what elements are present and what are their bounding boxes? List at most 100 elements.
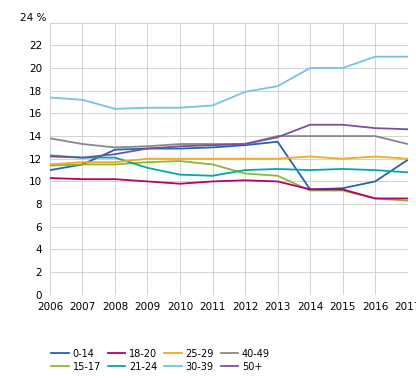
Line: 0-14: 0-14 [50, 142, 408, 189]
25-29 [112, 160, 117, 164]
25-29 [145, 156, 150, 161]
21-24 [373, 168, 378, 172]
40-49 [210, 142, 215, 146]
50+ [405, 127, 410, 132]
18-20 [243, 178, 248, 183]
15-17 [47, 163, 52, 168]
50+ [307, 122, 312, 127]
40-49 [47, 136, 52, 141]
50+ [112, 152, 117, 156]
30-39 [307, 66, 312, 70]
18-20 [145, 179, 150, 184]
25-29 [405, 156, 410, 161]
0-14 [80, 162, 85, 167]
Line: 50+: 50+ [50, 125, 408, 158]
25-29 [178, 156, 183, 161]
0-14 [405, 158, 410, 162]
50+ [47, 154, 52, 159]
15-17 [80, 162, 85, 167]
30-39 [340, 66, 345, 70]
15-17 [373, 196, 378, 201]
50+ [373, 126, 378, 130]
40-49 [307, 134, 312, 138]
40-49 [145, 144, 150, 149]
50+ [80, 155, 85, 160]
21-24 [210, 174, 215, 178]
0-14 [47, 168, 52, 172]
15-17 [307, 188, 312, 193]
15-17 [210, 162, 215, 167]
30-39 [178, 105, 183, 110]
30-39 [112, 107, 117, 111]
18-20 [307, 187, 312, 192]
0-14 [307, 187, 312, 192]
15-17 [340, 188, 345, 193]
Line: 18-20: 18-20 [50, 178, 408, 198]
25-29 [47, 162, 52, 167]
18-20 [340, 187, 345, 192]
40-49 [373, 134, 378, 138]
30-39 [145, 105, 150, 110]
40-49 [275, 134, 280, 138]
21-24 [80, 155, 85, 160]
0-14 [243, 143, 248, 147]
30-39 [405, 54, 410, 59]
21-24 [307, 168, 312, 172]
30-39 [47, 95, 52, 100]
30-39 [275, 84, 280, 88]
21-24 [112, 155, 117, 160]
Line: 21-24: 21-24 [50, 155, 408, 176]
50+ [243, 142, 248, 146]
25-29 [243, 156, 248, 161]
21-24 [47, 153, 52, 158]
0-14 [340, 186, 345, 191]
0-14 [112, 147, 117, 152]
21-24 [178, 172, 183, 177]
15-17 [405, 198, 410, 203]
Line: 15-17: 15-17 [50, 161, 408, 201]
Line: 40-49: 40-49 [50, 136, 408, 147]
30-39 [243, 90, 248, 94]
50+ [340, 122, 345, 127]
40-49 [178, 142, 183, 146]
0-14 [145, 146, 150, 151]
21-24 [145, 166, 150, 170]
30-39 [80, 98, 85, 102]
25-29 [210, 156, 215, 161]
15-17 [112, 162, 117, 167]
21-24 [405, 170, 410, 175]
40-49 [243, 142, 248, 146]
30-39 [210, 103, 215, 108]
Legend: 0-14, 15-17, 18-20, 21-24, 25-29, 30-39, 40-49, 50+: 0-14, 15-17, 18-20, 21-24, 25-29, 30-39,… [51, 349, 270, 372]
25-29 [307, 154, 312, 159]
0-14 [210, 145, 215, 150]
50+ [178, 144, 183, 149]
21-24 [275, 167, 280, 171]
0-14 [373, 179, 378, 184]
50+ [210, 143, 215, 147]
0-14 [178, 146, 183, 151]
18-20 [373, 196, 378, 201]
0-14 [275, 139, 280, 144]
40-49 [80, 142, 85, 146]
18-20 [80, 177, 85, 181]
40-49 [405, 142, 410, 146]
25-29 [80, 160, 85, 164]
Line: 30-39: 30-39 [50, 57, 408, 109]
21-24 [340, 167, 345, 171]
15-17 [275, 174, 280, 178]
21-24 [243, 168, 248, 172]
Text: 24 %: 24 % [20, 13, 46, 23]
15-17 [145, 160, 150, 164]
18-20 [112, 177, 117, 181]
50+ [145, 146, 150, 151]
Line: 25-29: 25-29 [50, 156, 408, 164]
15-17 [243, 171, 248, 176]
25-29 [373, 154, 378, 159]
18-20 [178, 181, 183, 186]
18-20 [210, 179, 215, 184]
40-49 [112, 145, 117, 150]
30-39 [373, 54, 378, 59]
15-17 [178, 159, 183, 163]
50+ [275, 135, 280, 139]
